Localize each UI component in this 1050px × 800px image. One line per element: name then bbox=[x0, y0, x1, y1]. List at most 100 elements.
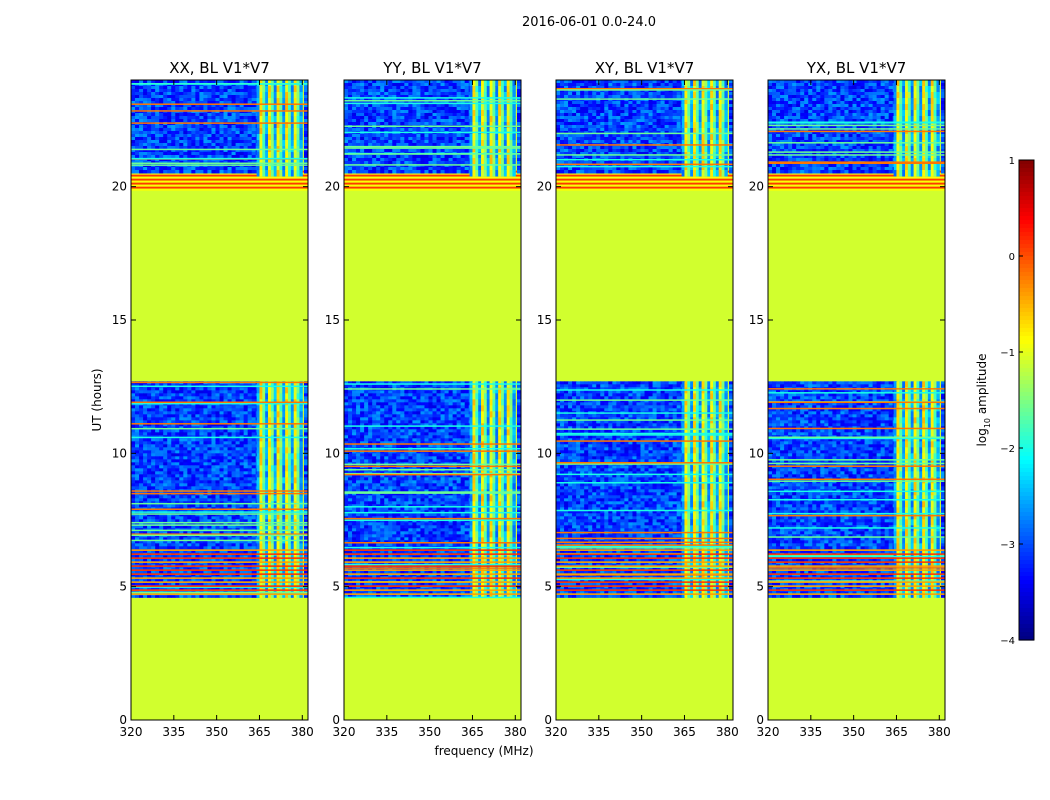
noise-cell bbox=[147, 155, 152, 159]
noise-cell bbox=[139, 474, 144, 478]
rfi-cell bbox=[299, 435, 303, 442]
noise-cell bbox=[203, 558, 208, 562]
noise-cell bbox=[187, 149, 192, 153]
noise-cell bbox=[227, 534, 233, 538]
noise-cell bbox=[207, 537, 212, 541]
rfi-cell bbox=[299, 122, 303, 129]
noise-cell bbox=[404, 591, 409, 595]
noise-cell bbox=[203, 86, 208, 90]
rfi-cell bbox=[285, 507, 289, 514]
rfi-cell bbox=[288, 86, 292, 93]
noise-cell bbox=[223, 390, 229, 394]
noise-cell bbox=[175, 546, 180, 550]
rfi-cell bbox=[299, 489, 303, 496]
noise-cell bbox=[211, 149, 216, 153]
noise-cell bbox=[219, 468, 225, 472]
rfi-cell bbox=[299, 471, 303, 478]
noise-cell bbox=[151, 92, 156, 96]
noise-cell bbox=[203, 158, 208, 162]
noise-cell bbox=[151, 462, 156, 466]
noise-cell bbox=[416, 594, 421, 598]
rfi-cell bbox=[268, 495, 272, 502]
noise-cell bbox=[143, 477, 148, 481]
noise-cell bbox=[223, 540, 229, 544]
noise-cell bbox=[251, 417, 257, 421]
rfi-cell bbox=[256, 441, 260, 448]
rfi-cell bbox=[270, 507, 275, 514]
noise-cell bbox=[183, 140, 188, 144]
rfi-cell bbox=[265, 483, 269, 490]
noise-cell bbox=[143, 152, 148, 156]
noise-cell bbox=[135, 137, 140, 141]
noise-cell bbox=[183, 549, 188, 553]
rfi-cell bbox=[259, 429, 263, 436]
noise-cell bbox=[428, 594, 433, 598]
noise-cell bbox=[239, 471, 245, 475]
noise-cell bbox=[163, 140, 168, 144]
noise-cell bbox=[352, 570, 357, 574]
rfi-cell bbox=[259, 459, 263, 466]
noise-cell bbox=[187, 441, 192, 445]
noise-cell bbox=[159, 420, 164, 424]
noise-cell bbox=[368, 555, 373, 559]
rfi-cell bbox=[265, 152, 269, 159]
noise-cell bbox=[223, 513, 229, 517]
noise-cell bbox=[191, 137, 196, 141]
noise-cell bbox=[356, 567, 361, 571]
rfi-cell bbox=[273, 122, 278, 129]
rfi-cell bbox=[256, 134, 260, 141]
noise-cell bbox=[239, 498, 245, 502]
noise-cell bbox=[191, 95, 196, 99]
rfi-cell bbox=[296, 585, 300, 592]
noise-cell bbox=[372, 591, 377, 595]
noise-cell bbox=[199, 432, 204, 436]
noise-cell bbox=[239, 534, 245, 538]
noise-cell bbox=[139, 131, 144, 135]
noise-cell bbox=[183, 450, 188, 454]
rfi-cell bbox=[276, 507, 280, 514]
noise-cell bbox=[303, 480, 308, 484]
noise-cell bbox=[151, 579, 156, 583]
noise-cell bbox=[303, 137, 308, 141]
noise-cell bbox=[139, 465, 144, 469]
noise-cell bbox=[235, 456, 241, 460]
noise-cell bbox=[163, 104, 168, 108]
noise-cell bbox=[167, 543, 172, 547]
rfi-cell bbox=[262, 152, 266, 159]
noise-cell bbox=[227, 110, 233, 114]
rfi-cell bbox=[299, 164, 303, 171]
noise-cell bbox=[159, 101, 164, 105]
noise-cell bbox=[131, 158, 136, 162]
noise-cell bbox=[155, 110, 160, 114]
noise-cell bbox=[187, 86, 192, 90]
rfi-cell bbox=[288, 140, 292, 147]
noise-cell bbox=[444, 561, 450, 565]
noise-cell bbox=[207, 110, 212, 114]
noise-cell bbox=[143, 561, 148, 565]
rfi-cell bbox=[262, 483, 266, 490]
noise-cell bbox=[227, 462, 233, 466]
noise-cell bbox=[227, 155, 233, 159]
noise-cell bbox=[147, 140, 152, 144]
noise-cell bbox=[183, 522, 188, 526]
noise-cell bbox=[139, 483, 144, 487]
rfi-cell bbox=[262, 489, 266, 496]
noise-cell bbox=[239, 143, 245, 147]
rfi-cell bbox=[256, 573, 260, 580]
rfi-cell bbox=[279, 140, 283, 147]
noise-cell bbox=[247, 420, 253, 424]
noise-cell bbox=[203, 450, 208, 454]
noise-cell bbox=[151, 113, 156, 117]
noise-cell bbox=[179, 456, 184, 460]
noise-cell bbox=[135, 125, 140, 129]
noise-cell bbox=[203, 170, 208, 174]
noise-cell bbox=[147, 540, 152, 544]
noise-cell bbox=[163, 107, 168, 111]
noise-cell bbox=[179, 98, 184, 102]
noise-cell bbox=[247, 570, 253, 574]
noise-cell bbox=[444, 573, 450, 577]
noise-cell bbox=[227, 432, 233, 436]
noise-cell bbox=[251, 594, 257, 598]
noise-cell bbox=[235, 86, 241, 90]
noise-cell bbox=[147, 119, 152, 123]
